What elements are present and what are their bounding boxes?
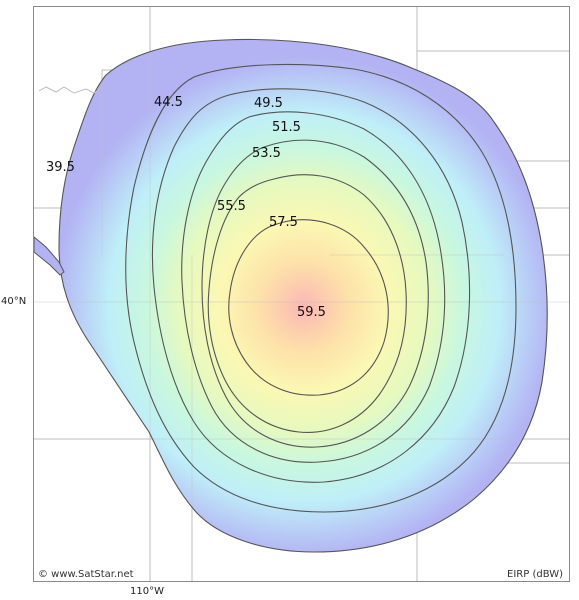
contour-label-51-5: 51.5 — [272, 120, 301, 135]
contour-label-53-5: 53.5 — [252, 146, 281, 161]
contour-line — [151, 88, 471, 483]
copyright-text: © www.SatStar.net — [38, 569, 134, 580]
contour-label-59-5: 59.5 — [297, 305, 326, 320]
map-frame: 39.5 44.5 49.5 51.5 53.5 55.5 57.5 59.5 … — [33, 6, 570, 582]
longitude-label: 110°W — [130, 586, 164, 597]
coastline — [38, 86, 103, 94]
latitude-label: 40°N — [1, 296, 27, 307]
contour-line — [228, 219, 389, 396]
contour-lines — [58, 38, 548, 553]
contour-line — [207, 174, 407, 433]
contour-label-49-5: 49.5 — [254, 96, 283, 111]
contour-label-55-5: 55.5 — [217, 199, 246, 214]
contour-line — [181, 111, 446, 463]
lake-shape — [34, 236, 65, 276]
coverage-map[interactable] — [34, 7, 570, 582]
beam-coverage-area — [59, 39, 548, 552]
contour-line — [201, 139, 429, 448]
contour-line — [58, 38, 548, 553]
legend-unit: EIRP (dBW) — [507, 569, 563, 580]
contour-label-39-5: 39.5 — [46, 160, 75, 175]
contour-line — [125, 63, 517, 513]
contour-label-57-5: 57.5 — [269, 215, 298, 230]
contour-label-44-5: 44.5 — [154, 95, 183, 110]
